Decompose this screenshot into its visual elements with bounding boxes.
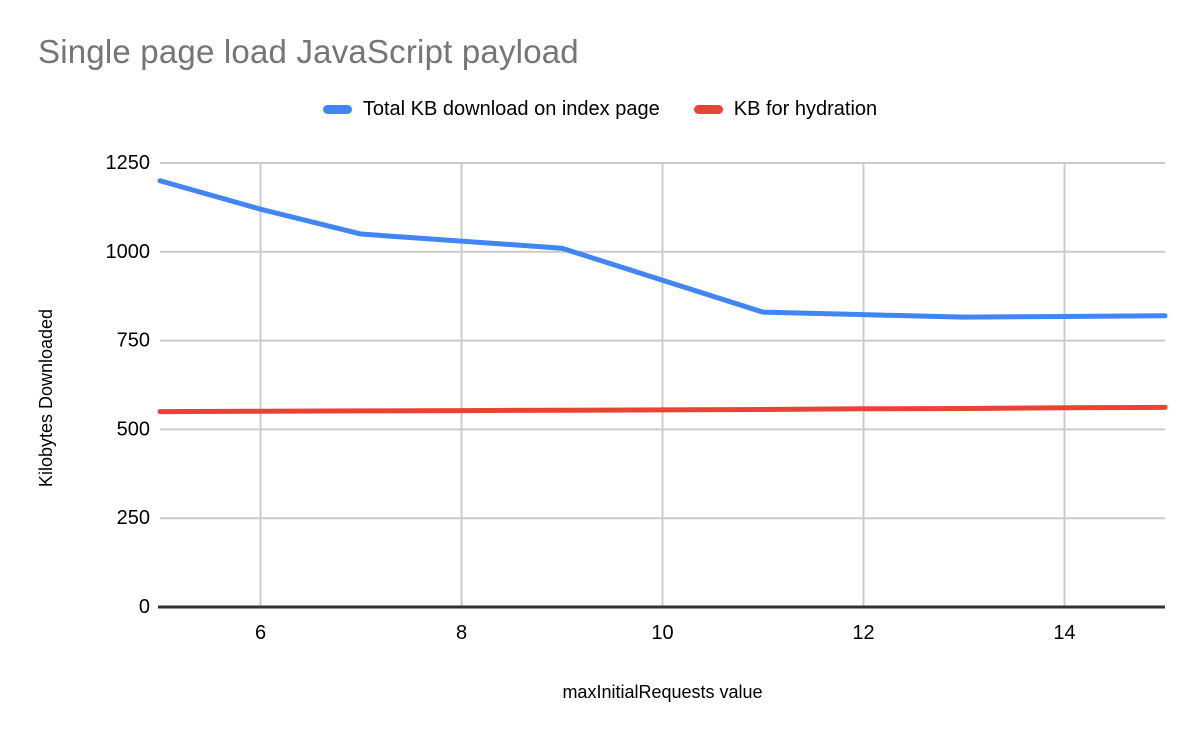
y-tick-label: 1000 [106, 241, 151, 263]
chart-title: Single page load JavaScript payload [38, 33, 579, 70]
legend-item-hydration: KB for hydration [693, 98, 878, 121]
x-tick-label: 14 [1053, 622, 1075, 644]
x-tick-label: 10 [651, 622, 673, 644]
y-tick-label: 0 [139, 596, 150, 618]
legend-swatch-red-icon [693, 105, 723, 114]
legend: Total KB download on index page KB for h… [0, 98, 1200, 121]
legend-item-total-kb: Total KB download on index page [322, 98, 660, 121]
x-axis-title: maxInitialRequests value [562, 682, 762, 702]
y-tick-label: 750 [117, 330, 150, 352]
x-tick-label: 6 [255, 622, 266, 644]
y-tick-label: 1250 [106, 152, 151, 174]
x-tick-label: 12 [852, 622, 874, 644]
legend-swatch-blue-icon [322, 105, 352, 114]
y-axis-title: Kilobytes Downloaded [36, 309, 56, 487]
legend-label-total-kb: Total KB download on index page [362, 98, 660, 120]
y-tick-label: 250 [117, 507, 150, 529]
legend-label-hydration: KB for hydration [733, 98, 878, 120]
y-tick-label: 500 [117, 418, 150, 440]
series-line-hydration [157, 404, 1168, 415]
series-line-total-kb [157, 178, 1168, 320]
x-tick-label: 8 [456, 622, 467, 644]
